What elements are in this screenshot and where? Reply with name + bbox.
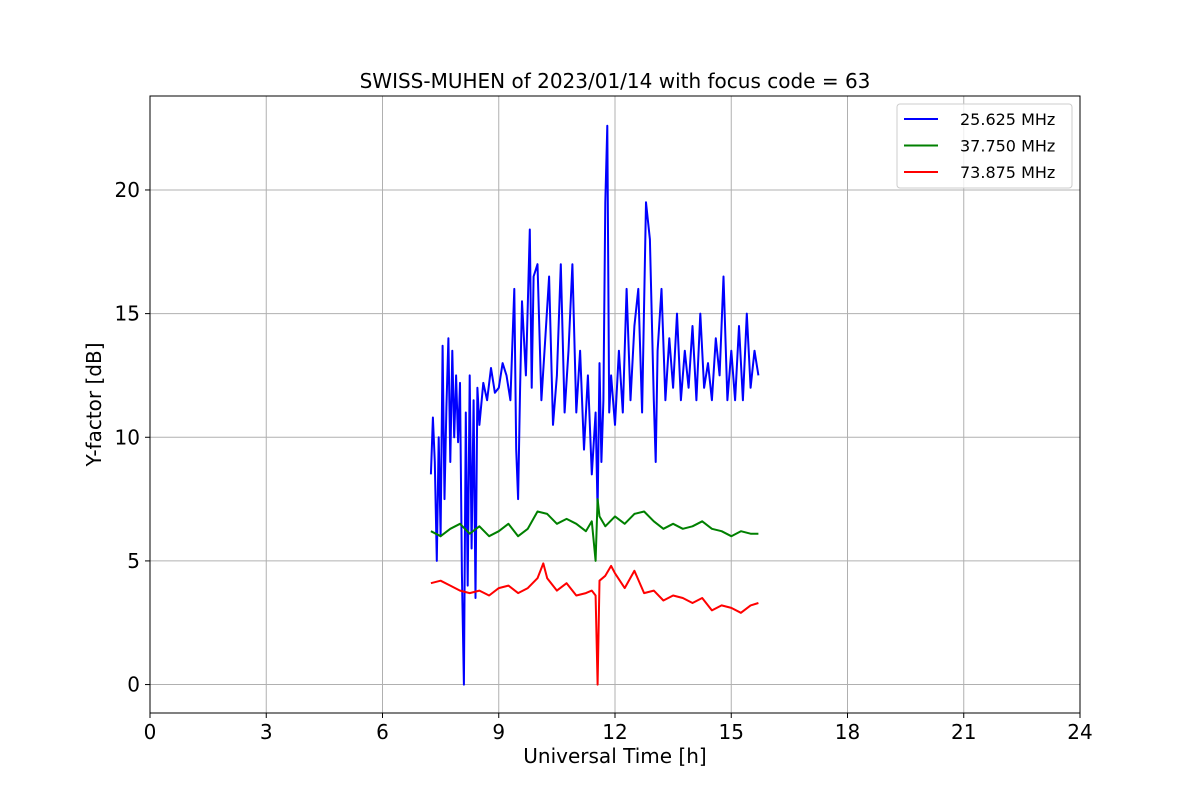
- y-tick-label: 15: [115, 302, 140, 326]
- series-line-1: [429, 124, 760, 686]
- x-tick-label: 6: [376, 720, 389, 744]
- x-tick-label: 18: [835, 720, 860, 744]
- y-axis-label: Y-factor [dB]: [82, 342, 106, 467]
- x-tick-label: 21: [951, 720, 976, 744]
- x-tick-label: 12: [602, 720, 627, 744]
- y-tick-label: 0: [127, 673, 140, 697]
- x-tick-label: 0: [144, 720, 157, 744]
- y-tick-label: 10: [115, 425, 140, 449]
- legend-label-3: 73.875 MHz: [960, 163, 1055, 182]
- x-tick-label: 24: [1067, 720, 1092, 744]
- legend-label-1: 25.625 MHz: [960, 110, 1055, 129]
- x-tick-label: 3: [260, 720, 273, 744]
- axis-ticks: 0 3 6 9 12 15 18 21 24 0 5 10 15 20: [115, 178, 1093, 744]
- series-lines: [429, 124, 760, 686]
- legend-box: [896, 103, 1073, 189]
- y-tick-label: 5: [127, 549, 140, 573]
- y-tick-label: 20: [115, 178, 140, 202]
- chart-title: SWISS-MUHEN of 2023/01/14 with focus cod…: [360, 69, 871, 93]
- x-tick-label: 9: [492, 720, 505, 744]
- legend-label-2: 37.750 MHz: [960, 137, 1055, 156]
- series-line-2: [430, 498, 759, 562]
- x-axis-label: Universal Time [h]: [523, 744, 706, 768]
- x-tick-label: 15: [719, 720, 744, 744]
- legend: 25.625 MHz 37.750 MHz 73.875 MHz: [896, 103, 1073, 189]
- series-line-3: [430, 562, 759, 686]
